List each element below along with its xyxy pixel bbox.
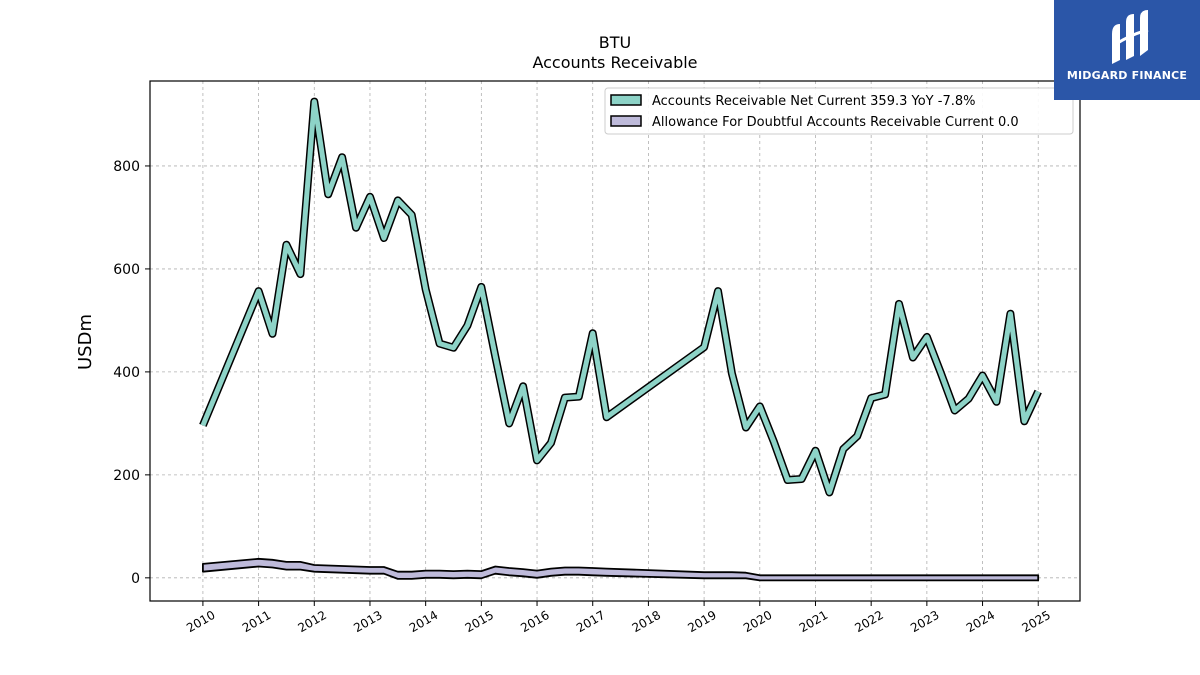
series-allowance-band — [202, 557, 1040, 582]
grid-lines — [150, 81, 1080, 601]
x-tick-label: 2016 — [518, 608, 551, 635]
y-axis-label: USDm — [75, 314, 96, 370]
plot-frame — [149, 80, 1081, 602]
legend-label-allowance: Allowance For Doubtful Accounts Receivab… — [652, 115, 1019, 130]
legend-label-receivable: Accounts Receivable Net Current 359.3 Yo… — [652, 94, 975, 109]
chart-subtitle: Accounts Receivable — [532, 53, 697, 72]
series-receivable-outline — [199, 97, 1042, 497]
y-tick-label: 0 — [131, 571, 140, 587]
y-tick-label: 400 — [113, 365, 140, 381]
x-tick-label: 2015 — [463, 608, 496, 635]
legend-swatch-allowance — [610, 115, 642, 127]
x-tick-label: 2012 — [296, 608, 329, 635]
x-tick-label: 2018 — [630, 608, 663, 635]
y-tick-label: 600 — [113, 262, 140, 278]
legend: Accounts Receivable Net Current 359.3 Yo… — [604, 87, 1074, 135]
y-tick-label: 800 — [113, 159, 140, 175]
series-receivable-line — [200, 99, 1041, 495]
x-axis-ticks: 2010 2011 2012 2013 2014 2015 2016 2017 2018 2019… — [184, 601, 1053, 635]
y-axis-ticks: 0 200 400 600 800 — [113, 159, 150, 587]
y-tick-label: 200 — [113, 468, 140, 484]
legend-box — [604, 87, 1074, 135]
x-tick-label: 2014 — [407, 608, 440, 635]
x-tick-label: 2021 — [797, 608, 830, 635]
x-tick-label: 2020 — [741, 608, 774, 635]
series-layer — [199, 97, 1042, 582]
x-tick-label: 2022 — [852, 608, 885, 635]
x-tick-label: 2013 — [351, 608, 384, 635]
x-tick-label: 2010 — [184, 608, 217, 635]
legend-swatch-receivable — [610, 94, 642, 106]
chart-title: BTU — [599, 33, 631, 52]
logo-text: MIDGARD FINANCE — [1066, 69, 1188, 82]
x-tick-label: 2011 — [240, 608, 273, 635]
midgard-finance-logo: MIDGARD FINANCE — [1054, 0, 1200, 100]
x-tick-label: 2019 — [685, 608, 718, 635]
x-tick-label: 2025 — [1020, 608, 1053, 635]
x-tick-label: 2024 — [964, 608, 997, 635]
x-tick-label: 2023 — [908, 608, 941, 635]
x-tick-label: 2017 — [574, 608, 607, 635]
logo-mark-icon — [1112, 10, 1149, 64]
